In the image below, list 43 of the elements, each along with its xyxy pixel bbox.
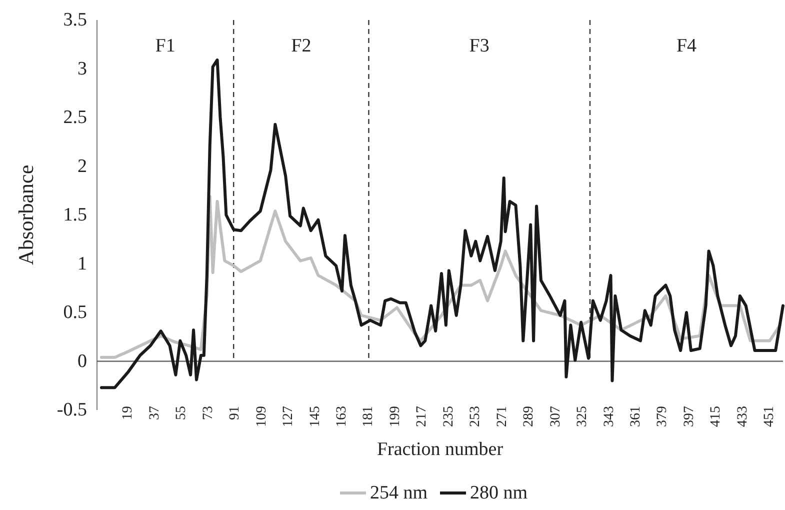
x-tick-label: 379: [655, 406, 670, 427]
x-tick-label: 217: [414, 406, 430, 427]
x-tick-label: 235: [441, 406, 456, 427]
x-tick-label: 451: [762, 406, 778, 427]
line-series: [100, 58, 784, 390]
annotation: F1: [155, 36, 176, 56]
y-tick-label: 0.5: [63, 302, 87, 323]
x-tick-label: 415: [708, 406, 724, 427]
y-tick-label: 0: [78, 350, 87, 372]
y-tick-label: 2: [78, 156, 87, 177]
x-tick-label: 37: [147, 406, 162, 420]
y-axis-title: Absorbance: [14, 164, 38, 266]
x-tick-label: 253: [468, 406, 484, 427]
x-tick-label: 361: [628, 406, 644, 427]
legend-label: 280 nm: [470, 482, 528, 504]
y-tick-label: 2.5: [63, 107, 87, 128]
x-tick-label: 199: [388, 406, 403, 427]
y-tick-label: 1.5: [63, 204, 87, 226]
x-tick-label: 73: [200, 406, 216, 420]
y-tick-label: 3: [78, 58, 87, 80]
x-tick-label: 127: [281, 406, 296, 427]
y-tick-label: 1: [78, 253, 87, 274]
x-axis-title: Fraction number: [376, 439, 504, 460]
annotation: F2: [291, 36, 312, 56]
x-tick-label: 433: [735, 406, 750, 427]
y-tick-label: 3.5: [63, 10, 87, 30]
x-tick-label: 181: [361, 406, 376, 427]
x-tick-label: 163: [334, 406, 350, 427]
x-tick-label: 307: [548, 406, 564, 427]
x-tick-label: 271: [494, 406, 510, 427]
x-tick-label: 91: [228, 406, 243, 420]
x-tick-label: 343: [602, 406, 617, 427]
legend-label: 254 nm: [370, 482, 428, 504]
x-tick-label: 55: [174, 406, 190, 420]
x-tick-label: 397: [682, 406, 697, 427]
x-tick-label: 109: [254, 406, 270, 427]
annotation: F4: [676, 36, 698, 56]
y-tick-label: -0.5: [56, 400, 87, 420]
x-tick-label: 145: [308, 406, 323, 427]
x-tick-label: 325: [575, 406, 590, 427]
x-tick-label: 289: [522, 406, 537, 427]
x-tick-label: 19: [120, 406, 136, 420]
annotation: F3: [469, 36, 490, 56]
